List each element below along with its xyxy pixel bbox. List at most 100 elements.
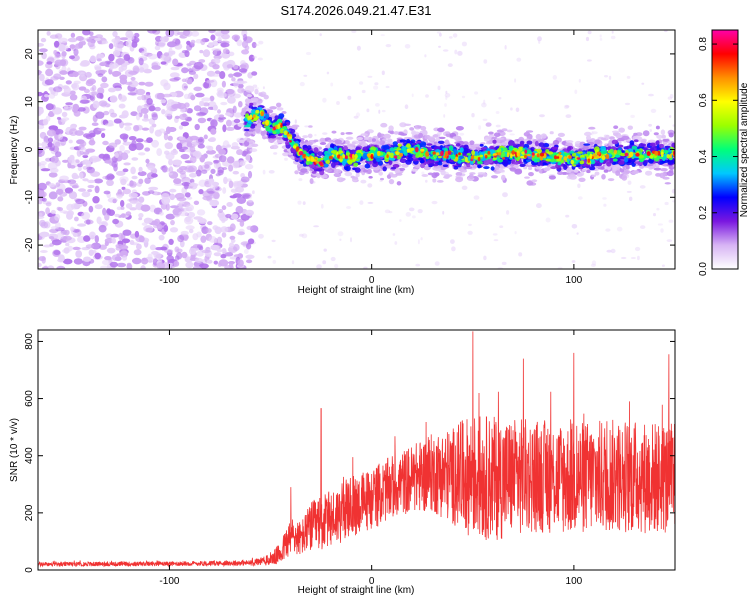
heatmap-cell: [56, 188, 64, 195]
heatmap-cell: [181, 182, 191, 187]
heatmap-cell: [69, 90, 76, 96]
heatmap-cell: [72, 229, 80, 233]
heatmap-cell: [82, 178, 89, 182]
heatmap-cell: [39, 219, 46, 227]
heatmap-cell: [102, 207, 107, 216]
heatmap-cell: [543, 167, 550, 172]
heatmap-cell: [38, 142, 42, 147]
heatmap-cell: [660, 228, 664, 233]
heatmap-cell: [181, 83, 188, 91]
heatmap-cell: [581, 168, 587, 172]
heatmap-cell: [434, 261, 440, 266]
heatmap-cell: [422, 129, 428, 136]
heatmap-cell: [231, 77, 236, 82]
heatmap-cell: [156, 148, 163, 157]
heatmap-cell: [112, 198, 117, 204]
heatmap-cell: [213, 260, 218, 265]
heatmap-cell: [333, 146, 338, 152]
heatmap-cell: [162, 93, 173, 98]
heatmap-cell: [359, 200, 364, 205]
heatmap-cell: [299, 81, 305, 87]
heatmap-cell: [662, 176, 670, 180]
heatmap-cell: [242, 194, 251, 200]
heatmap-cell: [193, 105, 202, 112]
heatmap-cell: [208, 30, 216, 34]
heatmap-cell: [571, 260, 576, 263]
heatmap-cell: [461, 185, 468, 190]
heatmap-cell: [157, 39, 166, 48]
heatmap-cell: [265, 113, 269, 119]
heatmap-cell: [483, 166, 490, 170]
heatmap-cell: [404, 104, 409, 109]
heatmap-cell: [385, 85, 390, 89]
heatmap-cell: [493, 132, 501, 137]
heatmap-cell: [221, 205, 227, 211]
heatmap-cell: [115, 58, 125, 65]
heatmap-cell: [87, 189, 93, 193]
heatmap-cell: [75, 159, 80, 164]
heatmap-cell: [159, 211, 164, 216]
heatmap-cell: [141, 127, 150, 131]
heatmap-cell: [258, 40, 264, 45]
heatmap-cell: [579, 160, 585, 165]
heatmap-cell: [145, 158, 150, 164]
heatmap-cell: [48, 125, 59, 131]
heatmap-cell: [86, 219, 91, 225]
heatmap-cell: [119, 144, 125, 152]
heatmap-cell: [215, 173, 221, 177]
heatmap-cell: [252, 55, 257, 59]
heatmap-cell: [164, 249, 174, 254]
heatmap-cell: [334, 169, 342, 174]
heatmap-cell: [590, 263, 597, 267]
heatmap-cell: [648, 123, 652, 127]
heatmap-cell: [512, 162, 519, 165]
heatmap-cell: [262, 130, 268, 135]
heatmap-cell: [233, 118, 241, 124]
heatmap-cell: [482, 118, 488, 122]
heatmap-cell: [302, 144, 308, 149]
heatmap-cell: [184, 192, 191, 198]
heatmap-cell: [237, 83, 244, 89]
heatmap-cell: [114, 213, 120, 218]
heatmap-cell: [213, 50, 218, 56]
heatmap-cell: [169, 188, 177, 193]
heatmap-cell: [193, 86, 202, 92]
heatmap-cell: [618, 160, 625, 165]
heatmap-cell: [407, 155, 413, 158]
heatmap-cell: [584, 131, 592, 137]
heatmap-cell: [501, 128, 508, 132]
heatmap-cell: [620, 256, 627, 260]
heatmap-cell: [408, 207, 415, 212]
heatmap-cell: [101, 40, 109, 45]
heatmap-cell: [238, 101, 243, 108]
heatmap-cell: [226, 64, 234, 69]
heatmap-cell: [190, 39, 196, 45]
heatmap-cell: [188, 228, 194, 234]
heatmap-cell: [333, 172, 342, 178]
heatmap-cell: [356, 45, 361, 51]
heatmap-cell: [83, 235, 91, 242]
heatmap-cell: [557, 132, 566, 137]
heatmap-cell: [611, 139, 619, 145]
heatmap-cell: [116, 262, 126, 268]
heatmap-cell: [495, 111, 500, 114]
heatmap-cell: [109, 62, 114, 71]
heatmap-cell: [415, 140, 422, 144]
heatmap-cell: [488, 131, 494, 135]
heatmap-cell: [340, 132, 345, 136]
heatmap-cell: [633, 139, 639, 143]
heatmap-cell: [382, 166, 387, 172]
heatmap-cell: [209, 137, 216, 142]
heatmap-cell: [216, 236, 223, 244]
heatmap-cell: [46, 31, 51, 36]
heatmap-cell: [98, 53, 105, 59]
heatmap-cell: [442, 210, 445, 215]
heatmap-cell: [538, 142, 545, 147]
heatmap-cell: [426, 143, 433, 146]
heatmap-cell: [399, 158, 407, 164]
heatmap-cell: [251, 97, 259, 103]
heatmap-cell: [145, 227, 154, 233]
heatmap-cell: [494, 165, 500, 171]
heatmap-cell: [218, 116, 227, 120]
